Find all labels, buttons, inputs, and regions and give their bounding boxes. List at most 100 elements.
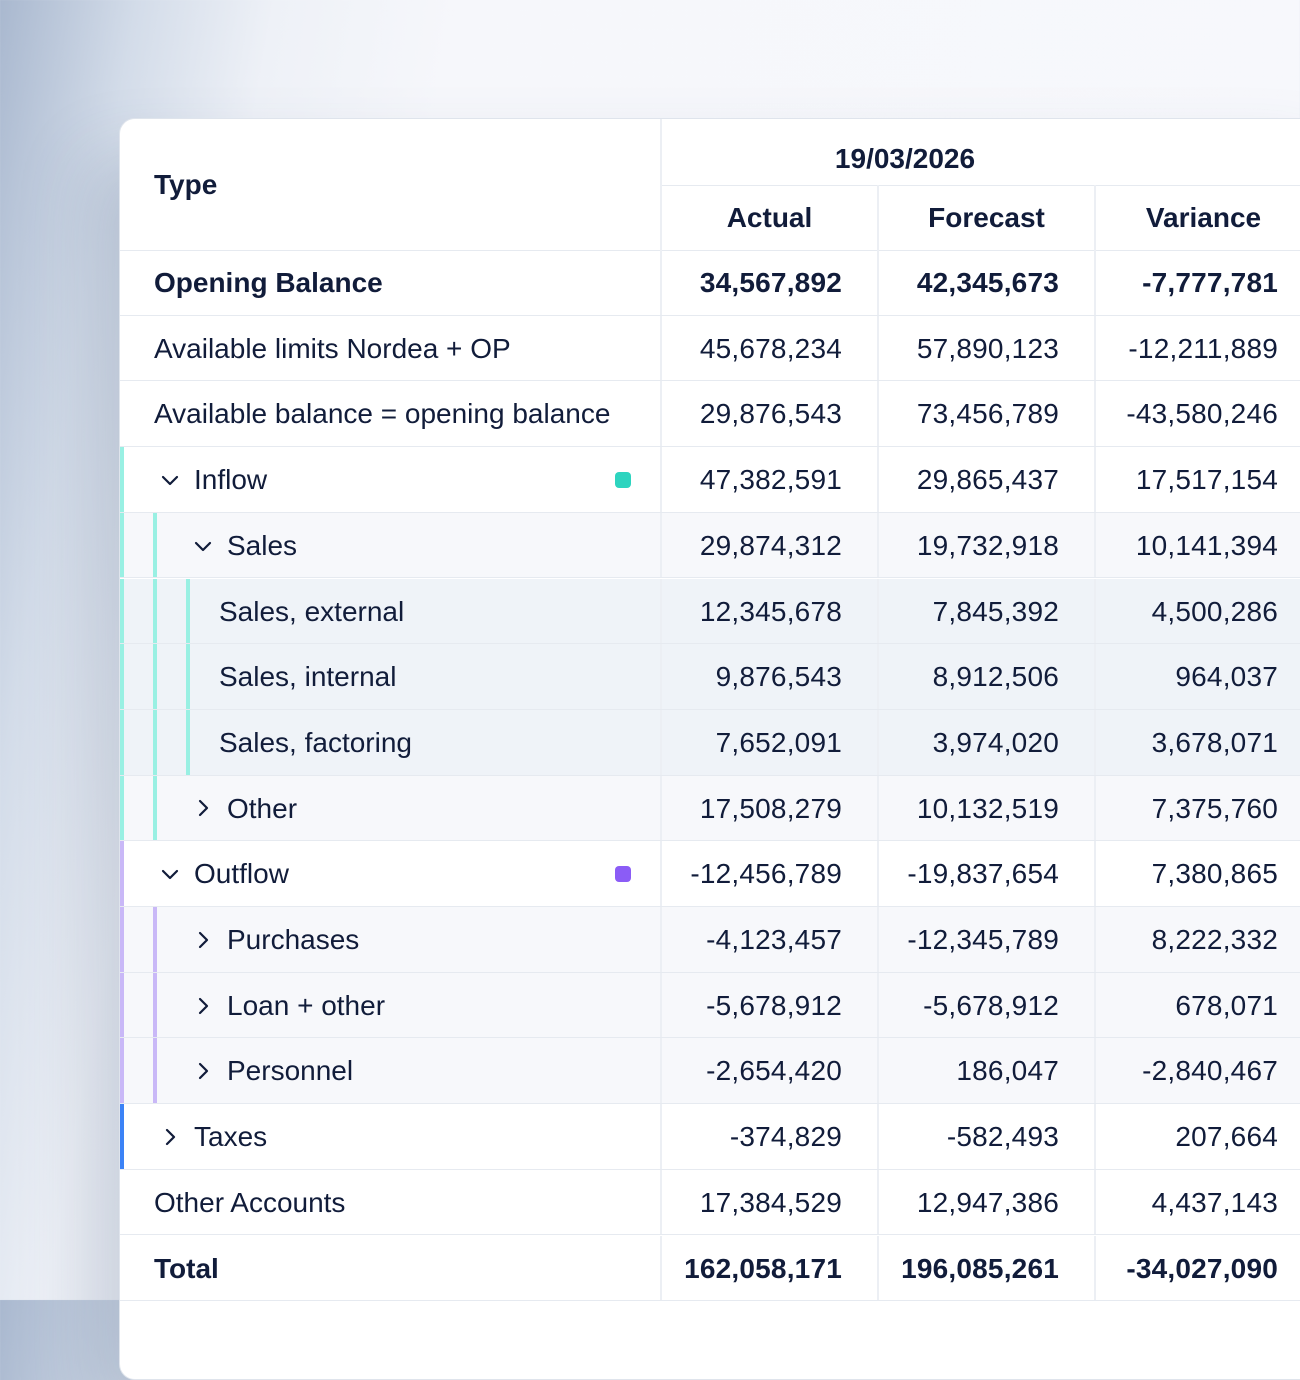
chevron-right-icon[interactable] [191, 928, 215, 952]
row-label: Loan + other [227, 989, 386, 1021]
row-label: Sales [227, 529, 298, 561]
table-row: Available balance = opening balance 29,87… [120, 381, 1300, 448]
actual-cell: 29,876,543 [699, 398, 842, 430]
chevron-down-icon[interactable] [191, 534, 215, 558]
group-indicator-bar [120, 775, 124, 841]
subgroup-indicator-bar [186, 644, 190, 709]
row-label: Sales, factoring [219, 726, 412, 758]
variance-cell: 4,500,286 [1151, 595, 1278, 627]
variance-cell: -34,027,090 [1126, 1252, 1278, 1284]
forecast-cell: 186,047 [956, 1055, 1059, 1087]
date-label: 19/03/2026 [834, 143, 976, 174]
actual-cell: 9,876,543 [715, 661, 842, 693]
group-indicator-bar [120, 972, 124, 1038]
variance-cell: -12,211,889 [1128, 332, 1278, 364]
table-row[interactable]: Other 17,508,279 10,132,519 7,375,760 [120, 775, 1300, 842]
forecast-cell: 196,085,261 [901, 1252, 1059, 1284]
table-row: Sales, factoring 7,652,091 3,974,020 3,678,… [120, 709, 1300, 776]
group-indicator-bar [120, 578, 124, 644]
row-label: Inflow [194, 464, 268, 496]
variance-cell: 10,141,394 [1135, 529, 1278, 561]
table-row[interactable]: Loan + other -5,678,912 -5,678,912 678,071 [120, 972, 1300, 1039]
row-label: Sales, external [219, 595, 405, 627]
forecast-cell: -5,678,912 [923, 989, 1059, 1021]
row-label: Purchases [227, 924, 360, 955]
chevron-right-icon[interactable] [158, 1125, 182, 1149]
row-label: Other [227, 792, 298, 824]
subgroup-indicator-bar [186, 578, 190, 644]
row-label: Opening Balance [154, 267, 383, 298]
subgroup-indicator-bar [186, 709, 190, 775]
actual-cell: 12,345,678 [699, 595, 842, 627]
subgroup-indicator-bar [153, 775, 157, 841]
row-label: Available limits Nordea + OP [154, 332, 511, 364]
table-row[interactable]: Sales 29,874,312 19,732,918 10,141,394 [120, 512, 1300, 579]
subgroup-indicator-bar [153, 907, 157, 972]
cashflow-table: Type 19/03/2026 Actual Forecast Variance… [119, 118, 1300, 1380]
table-row[interactable]: Inflow 47,382,591 29,865,437 17,517,154 [120, 447, 1300, 513]
variance-column-header[interactable]: Variance [1145, 202, 1262, 233]
actual-cell: -2,654,420 [706, 1055, 842, 1087]
chevron-down-icon[interactable] [158, 468, 182, 492]
table-row: Other Accounts 17,384,529 12,947,386 4,437,… [120, 1169, 1300, 1236]
actual-column-header[interactable]: Actual [726, 202, 813, 233]
chevron-down-icon[interactable] [158, 862, 182, 886]
actual-cell: -374,829 [729, 1121, 842, 1153]
variance-cell: 3,678,071 [1151, 726, 1278, 758]
group-indicator-bar [120, 709, 124, 775]
category-color-dot [615, 471, 631, 488]
table-row[interactable]: Outflow -12,456,789 -19,837,654 7,380,865 [120, 841, 1300, 907]
forecast-cell: 12,947,386 [916, 1186, 1059, 1218]
category-color-dot [615, 866, 631, 883]
actual-cell: 34,567,892 [699, 267, 842, 298]
forecast-cell: 29,865,437 [916, 464, 1059, 496]
type-column-header[interactable]: Type [154, 169, 218, 200]
forecast-cell: 42,345,673 [916, 267, 1059, 298]
actual-cell: -5,678,912 [706, 989, 842, 1021]
table-row: Total 162,058,171 196,085,261 -34,027,090 [120, 1235, 1300, 1302]
forecast-cell: -12,345,789 [907, 924, 1059, 955]
row-label: Sales, internal [219, 661, 397, 693]
row-label: Other Accounts [154, 1186, 346, 1218]
table-row[interactable]: Personnel -2,654,420 186,047 -2,840,467 [120, 1038, 1300, 1105]
forecast-column-header[interactable]: Forecast [928, 202, 1045, 233]
actual-cell: 29,874,312 [699, 529, 842, 561]
actual-cell: 7,652,091 [715, 726, 842, 758]
chevron-right-icon[interactable] [191, 796, 215, 820]
row-label: Outflow [194, 858, 289, 890]
subgroup-indicator-bar [153, 644, 157, 709]
chevron-right-icon[interactable] [191, 1059, 215, 1083]
variance-cell: 17,517,154 [1135, 464, 1278, 496]
variance-cell: 207,664 [1175, 1121, 1278, 1153]
subgroup-indicator-bar [153, 972, 157, 1038]
forecast-cell: 10,132,519 [916, 792, 1059, 824]
group-indicator-bar [120, 644, 124, 709]
actual-cell: -4,123,457 [706, 924, 842, 955]
table-row: Available limits Nordea + OP 45,678,234 57… [120, 315, 1300, 382]
group-indicator-bar [120, 841, 124, 906]
table-row: Sales, internal 9,876,543 8,912,506 964,037 [120, 644, 1300, 710]
row-label: Personnel [227, 1055, 354, 1087]
table-row[interactable]: Purchases -4,123,457 -12,345,789 8,222,332 [120, 907, 1300, 973]
group-indicator-bar [120, 1104, 124, 1169]
table-row[interactable]: Taxes -374,829 -582,493 207,664 [120, 1104, 1300, 1170]
variance-cell: 678,071 [1175, 989, 1278, 1021]
actual-cell: 47,382,591 [699, 464, 842, 496]
subgroup-indicator-bar [153, 512, 157, 578]
actual-cell: -12,456,789 [690, 858, 842, 890]
actual-cell: 162,058,171 [684, 1252, 842, 1284]
forecast-cell: -19,837,654 [907, 858, 1059, 890]
actual-cell: 17,508,279 [699, 792, 842, 824]
forecast-cell: 57,890,123 [916, 332, 1059, 364]
group-indicator-bar [120, 512, 124, 578]
variance-cell: -7,777,781 [1142, 267, 1278, 298]
forecast-cell: 73,456,789 [916, 398, 1059, 430]
variance-cell: 4,437,143 [1151, 1186, 1278, 1218]
row-label: Taxes [194, 1121, 268, 1153]
row-label: Total [154, 1252, 219, 1284]
chevron-right-icon[interactable] [191, 994, 215, 1018]
row-label: Available balance = opening balance [154, 398, 611, 430]
subgroup-indicator-bar [153, 709, 157, 775]
forecast-cell: 8,912,506 [932, 661, 1059, 693]
variance-cell: 8,222,332 [1151, 924, 1278, 955]
